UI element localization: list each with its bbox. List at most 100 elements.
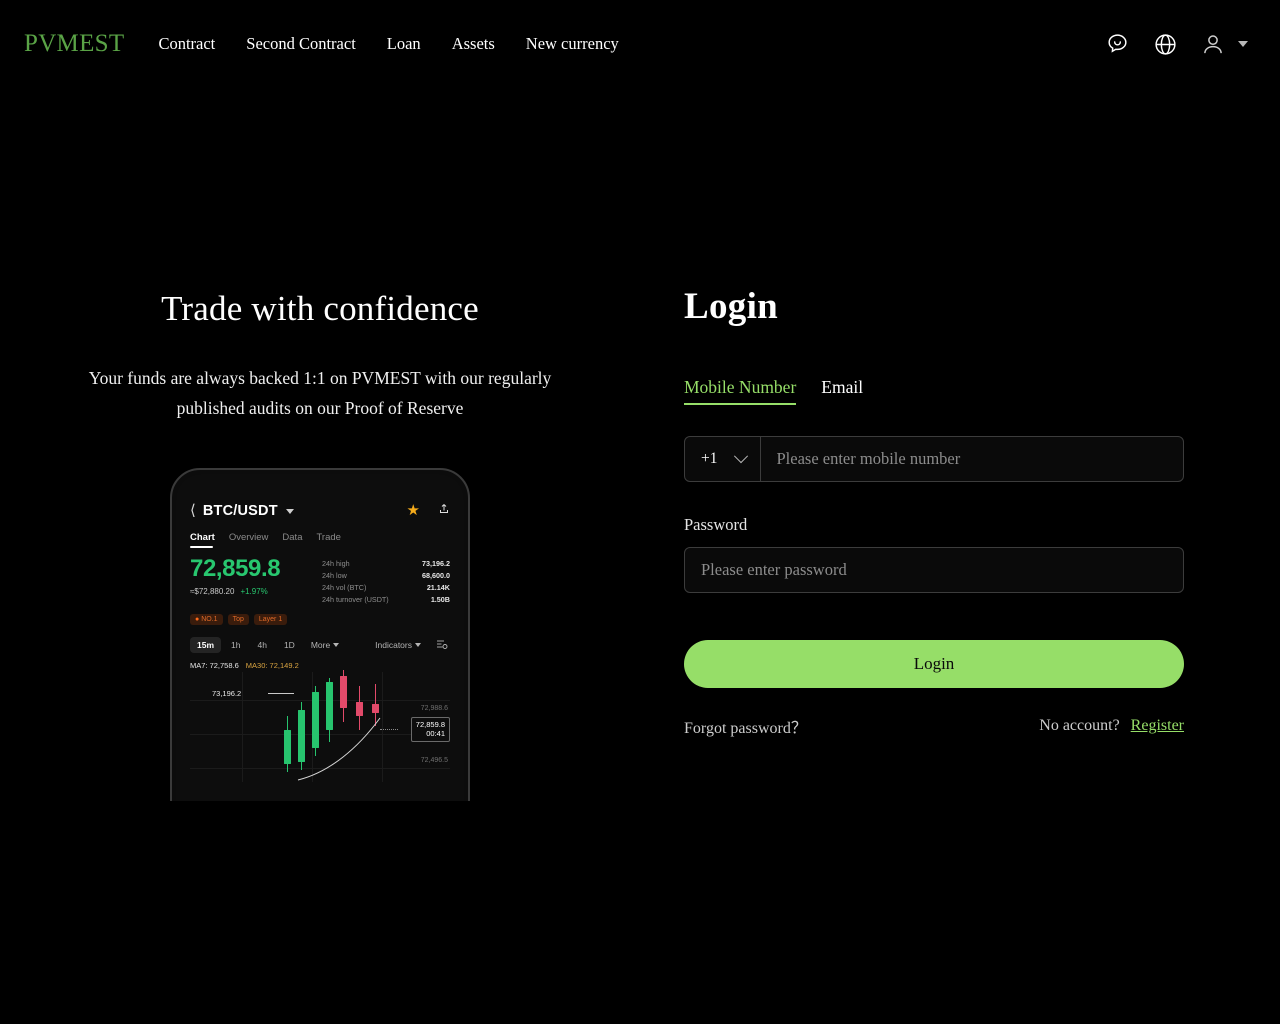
nav-item-contract[interactable]: Contract: [158, 34, 216, 53]
badge-label: Layer 1: [258, 616, 283, 623]
phone-symbol-label[interactable]: BTC/USDT: [202, 503, 278, 519]
grid-line: [382, 672, 383, 782]
hero-title: Trade with confidence: [161, 289, 479, 328]
phone-tab-data[interactable]: Data: [282, 532, 303, 543]
nav-item-assets[interactable]: Assets: [451, 34, 495, 53]
badge-layer1: Layer 1: [253, 614, 288, 625]
phone-quote-row: 72,859.8 ≈$72,880.20 +1.97% 24h high 73,…: [190, 556, 450, 606]
symbol-chevron-down-icon[interactable]: [285, 508, 294, 514]
badge-no1: ● NO.1: [190, 614, 223, 625]
timeframe-15m[interactable]: 15m: [190, 637, 222, 653]
badge-label: NO.1: [201, 616, 218, 623]
ma7-label: MA7: 72,758.6: [190, 661, 239, 670]
tab-mobile-number[interactable]: Mobile Number: [684, 377, 797, 405]
country-code-select[interactable]: +1: [685, 437, 761, 481]
nav-links: Contract Second Contract Loan Assets New…: [158, 34, 618, 54]
phone-price-usd: ≈$72,880.20: [190, 586, 235, 596]
tab-email[interactable]: Email: [821, 377, 864, 397]
indicators-label: Indicators: [375, 640, 412, 650]
globe-language-icon[interactable]: [1152, 31, 1178, 57]
chart-axis-bottom-label: 72,496.5: [420, 757, 448, 764]
stat-label: 24h high: [322, 559, 350, 568]
mobile-number-field: +1: [684, 436, 1184, 482]
phone-price-sub: ≈$72,880.20 +1.97%: [190, 587, 322, 596]
nav-item-second-contract[interactable]: Second Contract: [246, 34, 356, 53]
candle-up: [312, 686, 319, 756]
favorite-star-icon[interactable]: ★: [406, 502, 420, 519]
login-footer-row: Forgot password？ No account? Register: [684, 714, 1184, 738]
phone-tab-trade[interactable]: Trade: [316, 532, 341, 543]
stat-label: 24h vol (BTC): [322, 583, 367, 592]
chevron-down-icon: [333, 643, 340, 647]
chart-high-annotation: 73,196.2: [212, 689, 242, 698]
phone-mockup: ⟨ BTC/USDT ★ C: [164, 468, 476, 871]
candle-down: [356, 686, 363, 730]
phone-bottom-mask: [164, 801, 476, 871]
password-label: Password: [684, 515, 748, 534]
more-label: More: [310, 640, 331, 650]
phone-badge-row: ● NO.1 Top Layer 1: [190, 614, 450, 625]
brand-logo[interactable]: PVMEST: [24, 30, 125, 57]
phone-stats-block: 24h high 73,196.2 24h low 68,600.0 24h v…: [322, 556, 450, 606]
phone-last-price: 72,859.8: [190, 555, 281, 582]
timeframe-1h[interactable]: 1h: [231, 640, 241, 650]
stat-value: 1.50B: [430, 595, 450, 604]
candle-down: [372, 684, 379, 726]
user-avatar-icon[interactable]: [1200, 31, 1226, 57]
chart-axis-top-label: 72,988.6: [420, 705, 448, 712]
stat-row: 24h high 73,196.2: [322, 558, 450, 570]
nav-item-loan[interactable]: Loan: [386, 34, 421, 53]
phone-ma-row: MA7: 72,758.6 MA30: 72,149.2: [190, 661, 450, 670]
indicators-button[interactable]: Indicators: [369, 637, 427, 653]
forgot-password-link[interactable]: Forgot password？: [684, 720, 807, 737]
grid-line: [190, 734, 450, 735]
stat-label: 24h turnover (USDT): [322, 595, 389, 604]
badge-top: Top: [227, 614, 249, 625]
phone-candlestick-chart: 73,196.2 72,988.6 72,496.5 72,859.8 00:4…: [190, 670, 450, 782]
current-price-tag: 72,859.8 00:41: [410, 717, 450, 742]
ma30-label: MA30: 72,149.2: [245, 661, 299, 670]
phone-timeframe-row: 15m 1h 4h 1D More Indicators: [190, 637, 450, 653]
chart-high-leader-line: [268, 693, 294, 694]
country-code-value: +1: [701, 450, 718, 467]
stat-row: 24h low 68,600.0: [322, 570, 450, 582]
chevron-down-icon[interactable]: [1238, 41, 1248, 47]
main-content: Trade with confidence Your funds are alw…: [0, 88, 1280, 871]
mobile-number-input[interactable]: [760, 437, 1183, 481]
candle-down: [340, 670, 347, 722]
nav-right-actions: [1104, 31, 1256, 57]
phone-screen: ⟨ BTC/USDT ★ C: [176, 474, 464, 862]
chevron-down-icon: [733, 449, 748, 464]
flame-icon: ●: [195, 616, 200, 623]
phone-tab-overview[interactable]: Overview: [228, 532, 269, 543]
login-title: Login: [684, 286, 779, 327]
stat-row: 24h vol (BTC) 21.14K: [322, 582, 450, 594]
candle-up: [284, 716, 291, 772]
login-submit-button[interactable]: Login: [684, 640, 1184, 688]
grid-line: [190, 700, 450, 701]
password-input[interactable]: [684, 547, 1184, 593]
grid-line: [242, 672, 243, 782]
chart-settings-icon[interactable]: [430, 639, 450, 652]
back-chevron-icon[interactable]: ⟨: [190, 502, 196, 519]
price-tag-leader: [380, 729, 398, 730]
stat-value: 73,196.2: [422, 559, 450, 568]
nav-item-new-currency[interactable]: New currency: [525, 34, 619, 53]
stat-value: 21.14K: [426, 583, 450, 592]
candle-up: [326, 678, 333, 742]
ma-curve: [297, 717, 381, 781]
timeframe-4h[interactable]: 4h: [257, 640, 267, 650]
phone-price-change: +1.97%: [240, 586, 268, 596]
mobile-field-group: +1: [684, 436, 1280, 482]
no-account-label: No account?: [1039, 717, 1120, 734]
share-icon[interactable]: [438, 502, 450, 520]
register-link[interactable]: Register: [1130, 717, 1184, 734]
timeframe-1d[interactable]: 1D: [283, 640, 295, 650]
stat-label: 24h low: [322, 571, 347, 580]
support-chat-icon[interactable]: [1104, 31, 1130, 57]
phone-tab-chart[interactable]: Chart: [190, 532, 215, 548]
top-navbar: PVMEST Contract Second Contract Loan Ass…: [0, 0, 1280, 88]
timeframe-more-button[interactable]: More: [305, 637, 345, 653]
register-group: No account? Register: [1039, 717, 1184, 735]
phone-symbol-header: ⟨ BTC/USDT ★: [190, 502, 450, 520]
